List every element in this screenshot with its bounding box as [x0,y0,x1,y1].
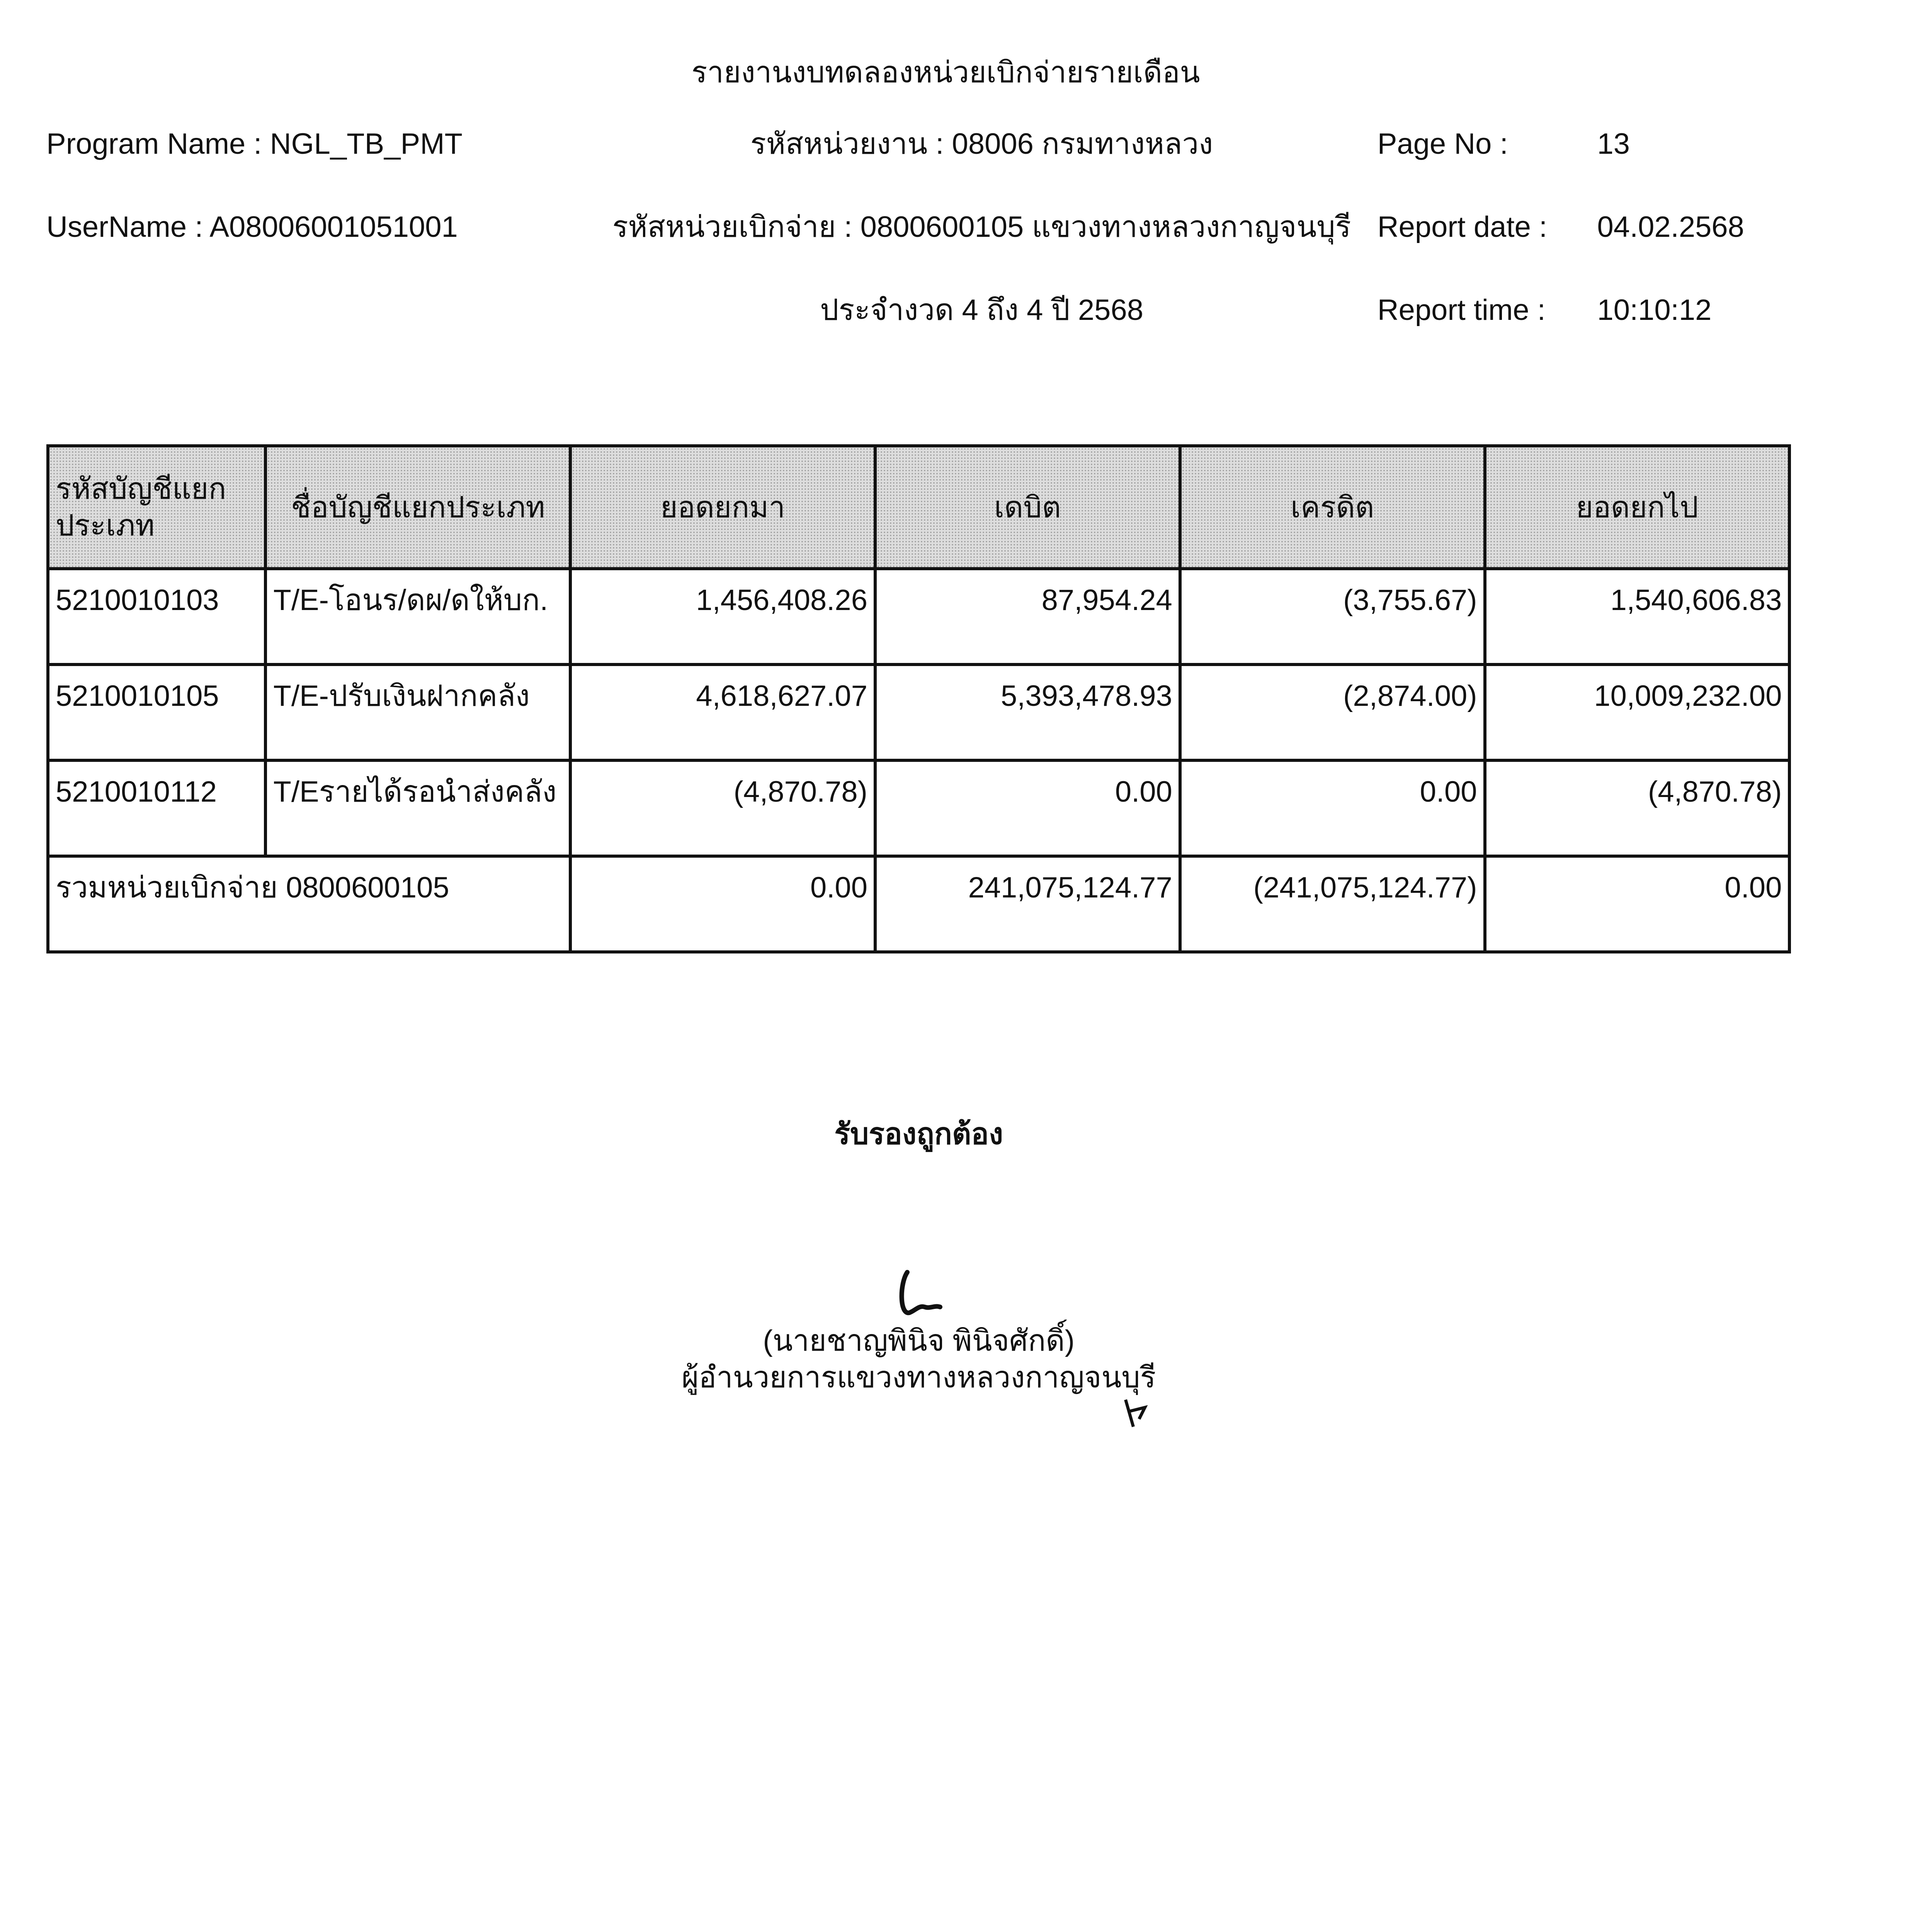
page-no-label: Page No : [1377,127,1508,160]
total-debit: 241,075,124.77 [873,855,1182,953]
trial-balance-table: รหัสบัญชีแยกประเภท ชื่อบัญชีแยกประเภท ยอ… [46,444,1791,953]
opening-balance: 1,456,408.26 [569,567,877,666]
signature-block: รับรองถูกต้อง (นายชาญพินิจ พินิจศักดิ์) … [46,1116,1791,1431]
opening-balance: 4,618,627.07 [569,663,877,762]
total-closing: 0.00 [1483,855,1791,953]
debit: 0.00 [873,759,1182,858]
account-code: 5210010105 [46,663,267,762]
table-header-row: รหัสบัญชีแยกประเภท ชื่อบัญชีแยกประเภท ยอ… [46,444,1791,570]
disbursing-unit-code: รหัสหน่วยเบิกจ่าย : 0800600105 แขวงทางหล… [612,211,1351,243]
account-name: T/E-โอนร/ดผ/ดให้บก. [264,567,572,666]
total-label: รวมหน่วยเบิกจ่าย 0800600105 [46,855,572,953]
report-page: รายงานงบทดลองหน่วยเบิกจ่ายรายเดือน Progr… [46,56,1845,1431]
initials-mark [1124,1399,1148,1428]
debit: 5,393,478.93 [873,663,1182,762]
report-header: Program Name : NGL_TB_PMT รหัสหน่วยงาน :… [46,126,1845,328]
credit: (3,755.67) [1178,567,1486,666]
column-header: เดบิต [873,444,1182,570]
signer-title: ผู้อำนวยการแขวงทางหลวงกาญจนบุรี [681,1361,1156,1394]
page-no: 13 [1597,127,1630,160]
report-date-label: Report date : [1377,211,1548,243]
total-row: รวมหน่วยเบิกจ่าย 0800600105 0.00 241,075… [46,855,1791,953]
report-time: 10:10:12 [1597,294,1712,326]
report-title: รายงานงบทดลองหน่วยเบิกจ่ายรายเดือน [691,56,1200,89]
column-header: ชื่อบัญชีแยกประเภท [264,444,572,570]
total-credit: (241,075,124.77) [1178,855,1486,953]
column-header: เครดิต [1178,444,1486,570]
table-row: 5210010103 T/E-โอนร/ดผ/ดให้บก. 1,456,408… [46,567,1791,666]
report-date: 04.02.2568 [1597,211,1744,243]
column-header: รหัสบัญชีแยกประเภท [46,444,267,570]
closing-balance: 1,540,606.83 [1483,567,1791,666]
account-code: 5210010112 [46,759,267,858]
program-name: Program Name : NGL_TB_PMT [46,127,463,160]
report-time-group: Report time : 10:10:12 [1378,292,1845,328]
agency-code: รหัสหน่วยงาน : 08006 กรมทางหลวง [750,127,1213,160]
closing-balance: 10,009,232.00 [1483,663,1791,762]
account-name: T/E-ปรับเงินฝากคลัง [264,663,572,762]
signer-name: (นายชาญพินิจ พินิจศักดิ์) [763,1324,1075,1357]
debit: 87,954.24 [873,567,1182,666]
table-row: 5210010105 T/E-ปรับเงินฝากคลัง 4,618,627… [46,663,1791,762]
column-header: ยอดยกมา [569,444,877,570]
table-row: 5210010112 T/Eรายได้รอนำส่งคลัง (4,870.7… [46,759,1791,858]
closing-balance: (4,870.78) [1483,759,1791,858]
username: UserName : A08006001051001 [46,211,458,243]
report-date-group: Report date : 04.02.2568 [1378,209,1845,245]
report-time-label: Report time : [1377,294,1546,326]
credit: 0.00 [1178,759,1486,858]
certification-stamp: รับรองถูกต้อง [834,1118,1003,1151]
report-period: ประจำงวด 4 ถึง 4 ปี 2568 [820,294,1143,326]
handwritten-signature [899,1270,942,1315]
credit: (2,874.00) [1178,663,1486,762]
column-header: ยอดยกไป [1483,444,1791,570]
account-name: T/Eรายได้รอนำส่งคลัง [264,759,572,858]
account-code: 5210010103 [46,567,267,666]
total-opening: 0.00 [569,855,877,953]
page-no-group: Page No : 13 [1378,126,1845,162]
opening-balance: (4,870.78) [569,759,877,858]
